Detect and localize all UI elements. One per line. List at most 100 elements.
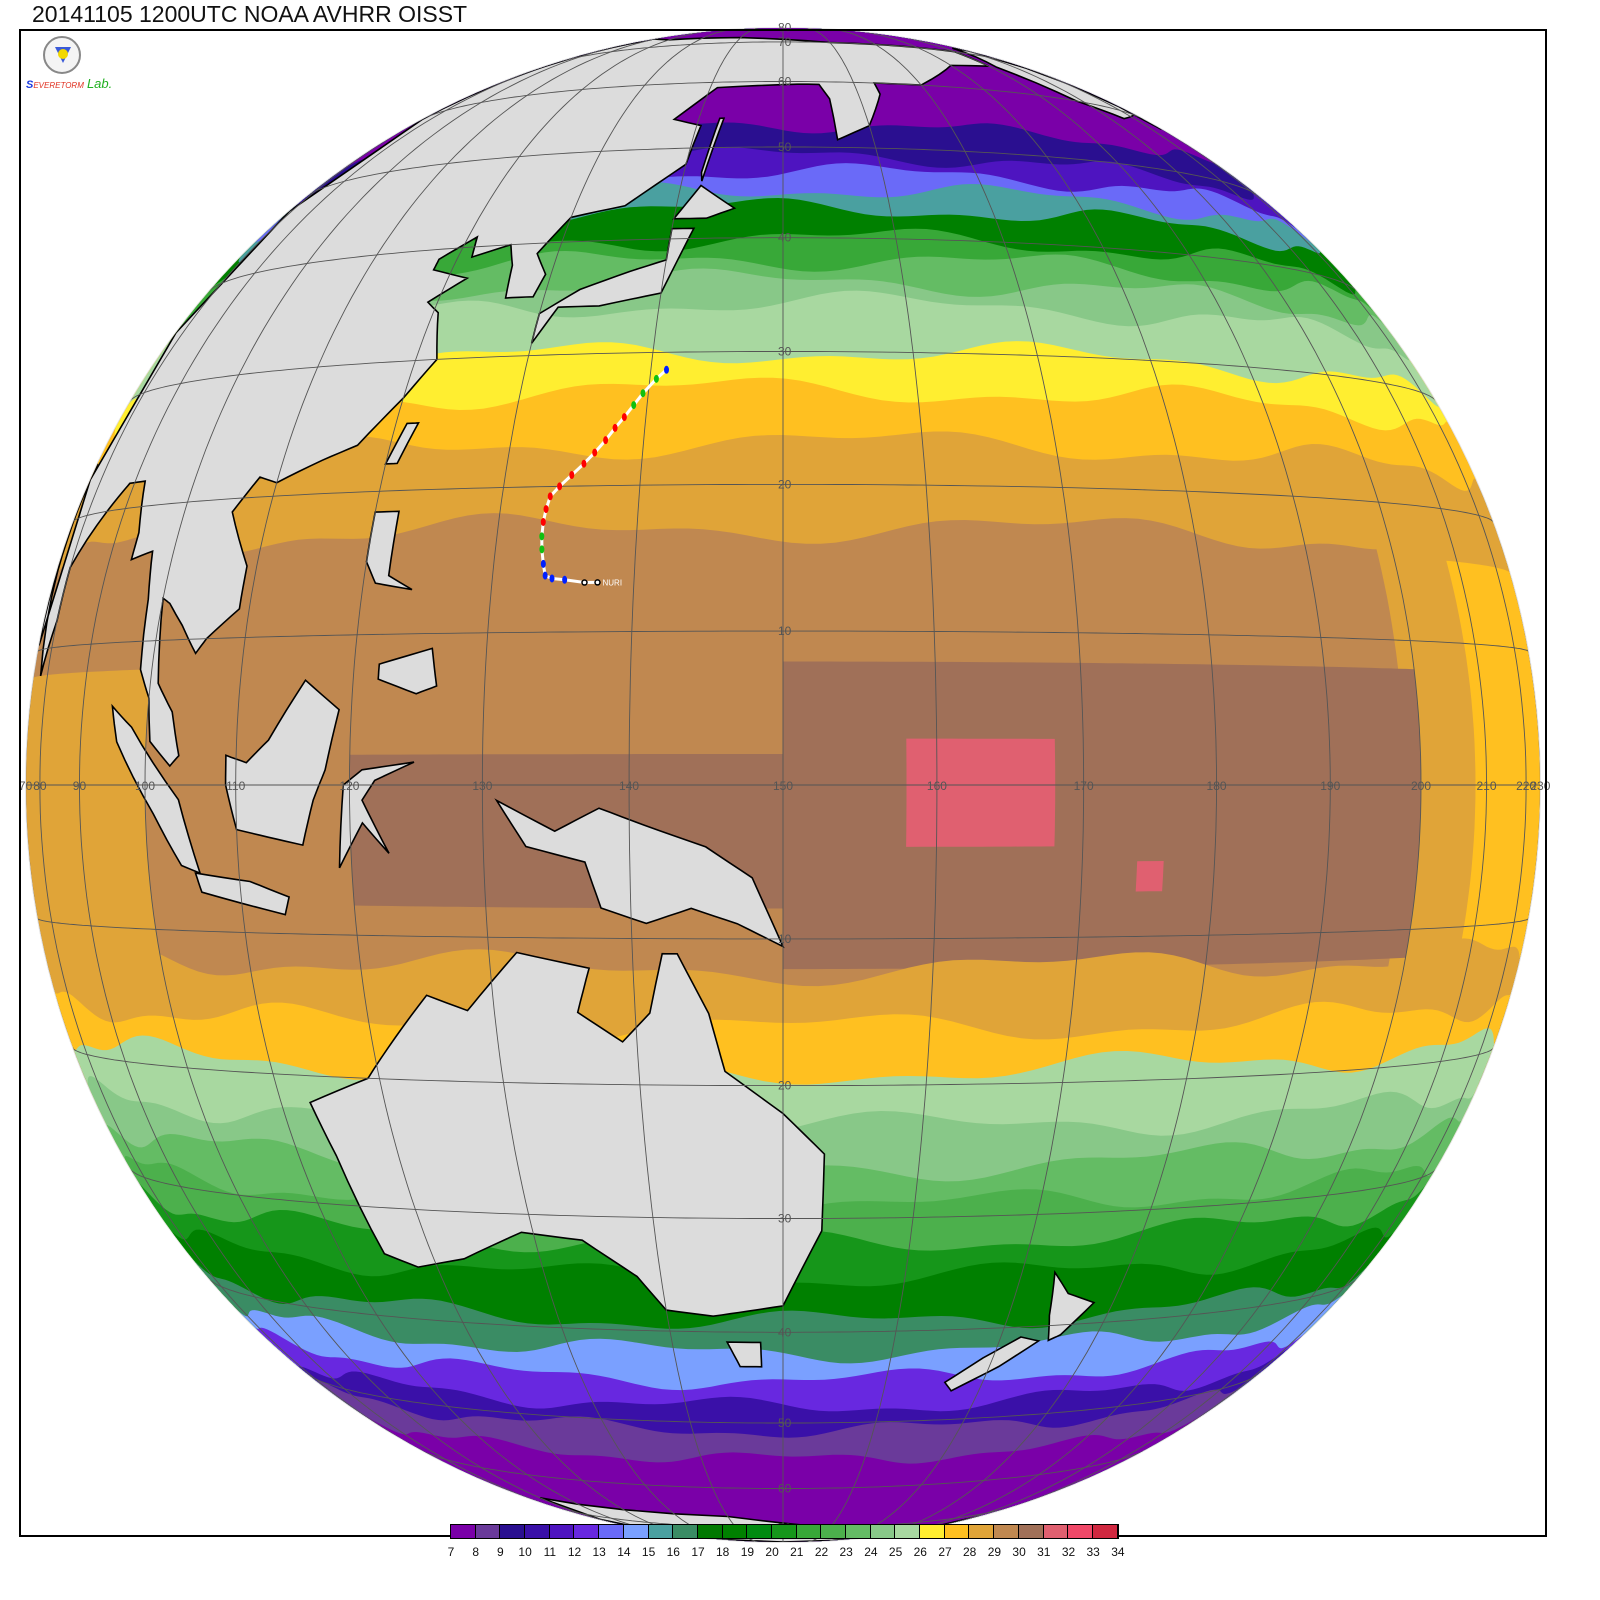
colorbar-tick-label: 29 xyxy=(987,1545,1002,1559)
colorbar-swatch xyxy=(846,1525,871,1538)
colorbar-swatch xyxy=(475,1525,501,1538)
colorbar-swatch xyxy=(648,1525,674,1538)
seal-icon xyxy=(43,36,81,74)
latitude-label: 70 xyxy=(778,35,792,49)
severe-storm-lab-logo: SEVERETORM Lab. xyxy=(26,36,112,96)
longitude-line xyxy=(628,28,760,1542)
land-polygon xyxy=(377,647,438,695)
graticule-labels: 8070605040302010102030405060707080901001… xyxy=(19,21,1551,1536)
latitude-label: 80 xyxy=(778,21,792,35)
logo-text: TORM xyxy=(60,81,84,90)
longitude-label: 220 xyxy=(1516,779,1536,793)
track-point xyxy=(540,517,546,526)
latitude-label: 40 xyxy=(778,1325,792,1339)
colorbar-tick-label: 7 xyxy=(447,1545,455,1559)
longitude-line xyxy=(885,34,1331,1536)
colorbar-tick-label: 26 xyxy=(913,1545,927,1559)
colorbar-swatch xyxy=(870,1525,896,1538)
latitude-line xyxy=(207,1277,1359,1333)
colorbar-tick-label: 28 xyxy=(963,1545,977,1559)
longitude-label: 80 xyxy=(33,779,47,793)
colorbar-tick-label: 9 xyxy=(497,1545,504,1559)
sst-zone xyxy=(1135,861,1164,892)
land-polygon xyxy=(943,1336,1041,1392)
longitude-line xyxy=(856,30,1217,1540)
longitude-label: 110 xyxy=(226,779,245,793)
colorbar-swatch xyxy=(771,1525,797,1538)
track-point xyxy=(539,545,545,554)
colorbar-tick-label: 32 xyxy=(1061,1545,1076,1559)
longitude-label: 210 xyxy=(1477,779,1497,793)
colorbar-swatch xyxy=(895,1525,921,1538)
latitude-line xyxy=(36,917,1529,940)
track-point xyxy=(543,505,549,514)
colorbar-tick-label: 21 xyxy=(790,1545,804,1559)
track-point xyxy=(581,459,587,468)
longitude-label: 200 xyxy=(1411,779,1431,793)
latitude-line xyxy=(419,81,1146,122)
colorbar-tick-label: 8 xyxy=(472,1545,480,1559)
latitude-line xyxy=(36,630,1529,653)
track-point xyxy=(542,571,548,580)
colorbar-swatch xyxy=(549,1525,575,1538)
land-polygon xyxy=(725,1341,763,1368)
colorbar xyxy=(450,1524,1119,1539)
longitude-label: 120 xyxy=(339,779,359,793)
longitude-line xyxy=(349,30,710,1540)
colorbar-swatch xyxy=(994,1525,1019,1538)
latitude-line xyxy=(129,351,1436,402)
track-point xyxy=(539,532,545,541)
colorbar-tick-label: 19 xyxy=(740,1545,755,1559)
latitude-label: 50 xyxy=(778,140,792,154)
logo-text: Lab. xyxy=(86,76,113,91)
colorbar-swatch xyxy=(920,1525,945,1538)
track-point xyxy=(569,470,575,479)
colorbar-tick-label: 15 xyxy=(641,1545,656,1559)
colorbar-swatch xyxy=(500,1525,526,1538)
longitude-label: 150 xyxy=(773,779,793,793)
longitude-label: 170 xyxy=(1074,779,1094,793)
track-point xyxy=(562,575,568,584)
land-polygon xyxy=(494,798,785,949)
colorbar-swatch xyxy=(451,1525,476,1538)
colorbar-tick-label: 23 xyxy=(839,1545,853,1559)
colorbar-swatch xyxy=(525,1525,550,1538)
colorbar-tick-label: 25 xyxy=(888,1545,903,1559)
land-polygon xyxy=(530,227,696,344)
track-point xyxy=(592,448,598,457)
colorbar-swatch xyxy=(722,1525,748,1538)
colorbar-swatch xyxy=(944,1525,970,1538)
longitude-line xyxy=(144,42,631,1528)
colorbar-tick-label: 33 xyxy=(1086,1545,1100,1559)
track-point xyxy=(540,559,546,568)
track-point xyxy=(640,389,646,398)
typhoon-track: NURI xyxy=(539,365,669,587)
latitude-line xyxy=(72,483,1494,523)
latitude-line xyxy=(419,1448,1146,1489)
map-title: 20141105 1200UTC NOAA AVHRR OISST xyxy=(32,1,468,27)
sst-zone xyxy=(783,661,1421,970)
land-polygon xyxy=(111,703,202,875)
colorbar-swatch xyxy=(697,1525,723,1538)
colorbar-tick-label: 31 xyxy=(1037,1545,1051,1559)
track-point xyxy=(612,423,618,432)
latitude-label: 20 xyxy=(778,477,792,491)
longitude-label: 160 xyxy=(927,779,947,793)
track-line xyxy=(540,368,668,585)
track-point xyxy=(581,579,588,586)
land-polygon xyxy=(672,184,737,220)
colorbar-tick-label: 18 xyxy=(716,1545,730,1559)
latitude-label: 10 xyxy=(778,932,792,946)
latitude-label: 60 xyxy=(778,1482,792,1496)
colorbar-swatch xyxy=(673,1525,698,1538)
colorbar-tick-label: 11 xyxy=(543,1545,557,1559)
colorbar-tick-label: 14 xyxy=(617,1545,631,1559)
land-polygon xyxy=(309,951,826,1318)
longitude-label: 100 xyxy=(135,779,155,793)
colorbar-swatch xyxy=(574,1525,600,1538)
longitude-line xyxy=(1121,106,1527,1464)
track-point xyxy=(557,482,563,491)
colorbar-tick-label: 10 xyxy=(518,1545,532,1559)
latitude-label: 20 xyxy=(778,1079,792,1093)
longitude-label: 70 xyxy=(19,779,33,793)
